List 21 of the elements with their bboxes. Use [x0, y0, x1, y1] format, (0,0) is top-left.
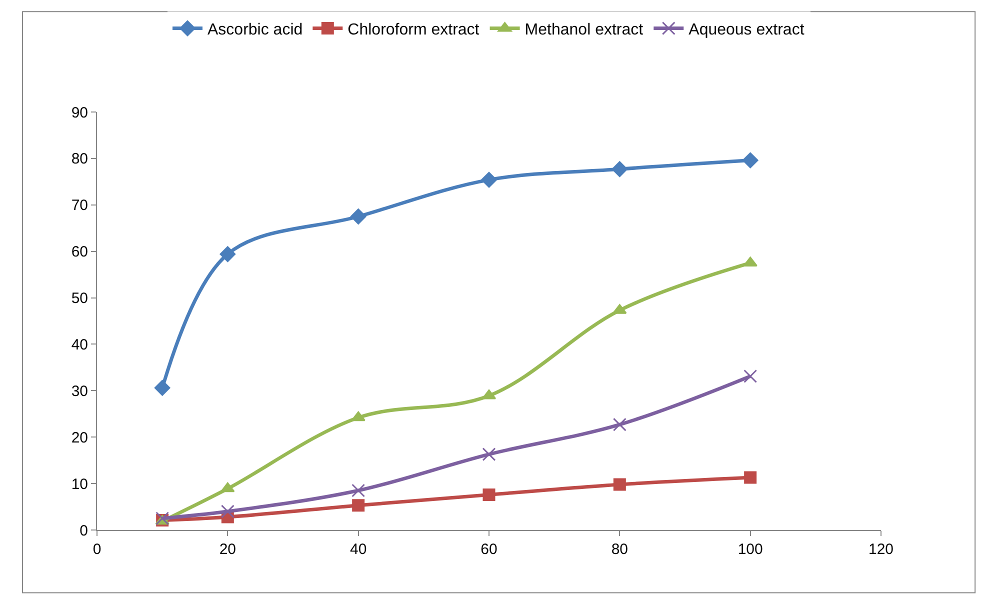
y-tick-label: 90 — [71, 104, 88, 122]
legend-label: Chloroform extract — [348, 22, 480, 39]
x-tick-label: 20 — [219, 541, 236, 558]
y-tick-label: 80 — [71, 150, 88, 168]
y-tick-label: 40 — [71, 336, 88, 354]
x-tick-label: 0 — [92, 541, 102, 558]
y-tick-label: 50 — [71, 290, 88, 308]
y-tick-label: 10 — [71, 476, 88, 493]
y-tick-label: 20 — [71, 429, 88, 446]
legend-label: Aqueous extract — [688, 22, 805, 39]
x-tick-label: 60 — [480, 541, 498, 558]
y-tick-label: 60 — [71, 244, 88, 261]
x-tick-label: 100 — [738, 541, 763, 558]
x-tick-label: 80 — [611, 541, 628, 558]
x-tick-label: 120 — [868, 541, 894, 558]
y-tick-label: 0 — [80, 522, 88, 540]
x-tick-label: 40 — [350, 541, 367, 558]
legend-label: Methanol extract — [524, 22, 644, 39]
y-tick-label: 30 — [71, 382, 88, 400]
legend-label: Ascorbic acid — [208, 22, 303, 39]
y-tick-label: 70 — [71, 197, 88, 214]
